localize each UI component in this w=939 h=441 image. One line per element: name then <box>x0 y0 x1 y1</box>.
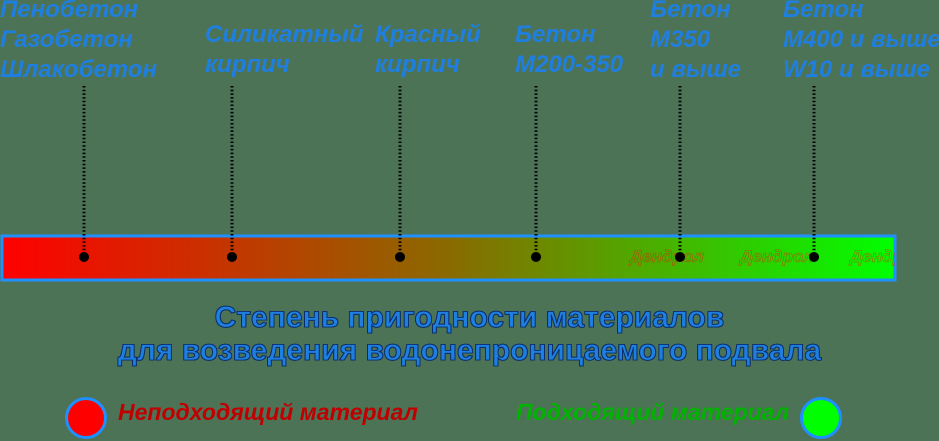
svg-text:Дендрол: Дендрол <box>848 247 924 266</box>
svg-text:Дендрол: Дендрол <box>738 247 814 266</box>
svg-text:Дендрол: Дендрол <box>628 247 704 266</box>
